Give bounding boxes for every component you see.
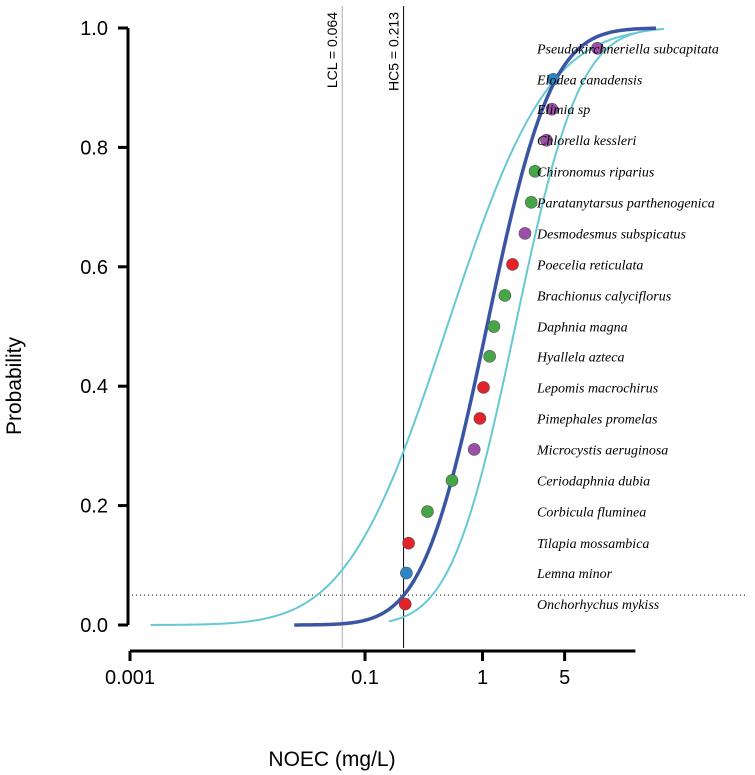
- axes: 0.0 0.2 0.4 0.6 0.8 1.0 0.001 0.1 1 5: [80, 18, 636, 689]
- data-point: [477, 381, 490, 394]
- x-axis-title: NOEC (mg/L): [268, 748, 395, 771]
- species-label: Corbicula fluminea: [537, 506, 646, 521]
- species-label: Poecelia reticulata: [536, 258, 643, 273]
- data-point: [540, 133, 553, 147]
- species-label: Chlorella kessleri: [537, 134, 637, 149]
- species-label: Lemna minor: [536, 567, 613, 582]
- y-tick-label: 1.0: [80, 18, 108, 40]
- y-tick-label: 0.2: [80, 496, 108, 518]
- data-point: [498, 289, 512, 302]
- reference-lines: LCL = 0.064 HC5 = 0.213: [128, 6, 745, 648]
- data-point: [591, 41, 604, 55]
- x-tick-label: 0.001: [105, 667, 155, 689]
- species-label: Hyallela azteca: [536, 350, 624, 365]
- data-point: [506, 258, 519, 271]
- y-tick-label: 0.4: [80, 376, 108, 398]
- fit-curve-group: [294, 26, 657, 627]
- hc5-label: HC5 = 0.213: [386, 12, 402, 91]
- x-tick-label: 1: [477, 667, 488, 689]
- species-label: Chironomus riparius: [537, 165, 655, 180]
- data-point: [467, 443, 481, 456]
- data-point: [398, 597, 412, 611]
- data-point: [528, 164, 542, 178]
- species-label: Elodea canadensis: [536, 73, 643, 88]
- data-point: [487, 320, 501, 333]
- y-axis-title: Probability: [3, 336, 26, 435]
- species-label: Onchorhychus mykiss: [537, 598, 660, 613]
- fit-curve: [294, 26, 657, 627]
- data-point: [421, 505, 434, 518]
- species-label: Lepomis macrochirus: [536, 381, 659, 396]
- y-tick-label: 0.0: [80, 615, 108, 637]
- data-points: [398, 41, 604, 611]
- species-label: Paratanytarsus parthenogenica: [536, 196, 715, 211]
- species-label: Desmodesmus subspicatus: [536, 227, 686, 242]
- species-label: Brachionus calyciflorus: [537, 289, 672, 304]
- data-point: [402, 536, 415, 550]
- species-label: Pseudokirchneriella subcapitata: [536, 42, 719, 57]
- x-tick-label: 5: [559, 667, 570, 689]
- species-label: Microcystis aeruginosa: [536, 443, 668, 458]
- lcl-label: LCL = 0.064: [324, 12, 340, 88]
- data-point: [400, 566, 413, 580]
- species-label: Elimia sp: [536, 103, 590, 118]
- data-point: [483, 350, 496, 363]
- x-tick-label: 0.1: [351, 667, 379, 689]
- species-label: Pimephales promelas: [536, 412, 658, 427]
- species-labels: Onchorhychus mykiss Lemna minor Tilapia mo…: [536, 42, 719, 613]
- y-tick-label: 0.6: [80, 257, 108, 279]
- species-label: Ceriodaphnia dubia: [537, 475, 650, 490]
- data-point: [545, 102, 559, 116]
- lower-confidence-curve: [388, 27, 664, 623]
- data-point: [524, 196, 538, 209]
- y-tick-label: 0.8: [80, 137, 108, 159]
- data-point: [445, 474, 459, 487]
- species-label: Tilapia mossambica: [537, 537, 649, 552]
- data-point: [473, 412, 487, 425]
- data-point: [518, 227, 532, 240]
- species-label: Daphnia magna: [536, 321, 628, 336]
- data-point: [546, 73, 560, 86]
